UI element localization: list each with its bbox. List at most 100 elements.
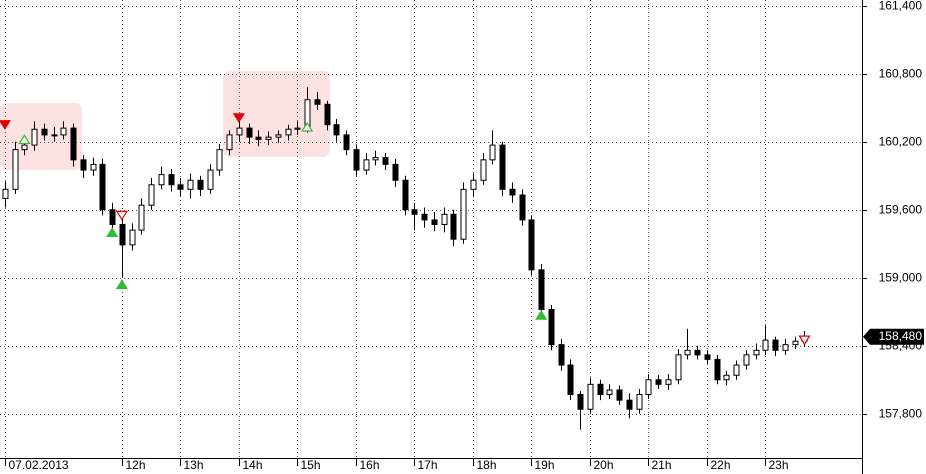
candle-body (41, 128, 48, 136)
candle-body (314, 99, 321, 105)
candle-body (324, 103, 331, 126)
x-tick-label: 20h (594, 458, 614, 472)
candle-body (499, 144, 506, 190)
candle-body (21, 144, 28, 151)
candle-body (470, 179, 477, 190)
candle-body (158, 174, 165, 186)
candle-body (187, 179, 194, 190)
x-tick-label: 22h (711, 458, 731, 472)
candle-body (704, 354, 711, 360)
x-tick-label: 12h (126, 458, 146, 472)
candle-body (558, 344, 565, 366)
candle-body (431, 219, 438, 225)
candle-body (460, 188, 467, 240)
candle-body (265, 136, 272, 140)
signal-marker (106, 227, 119, 238)
y-tick-label: 157,800 (879, 407, 923, 421)
candle-body (782, 344, 789, 351)
candle-body (645, 379, 652, 396)
candle-body (792, 340, 799, 346)
candle-body (392, 163, 399, 181)
candle-body (138, 204, 145, 231)
last-price-box (863, 328, 924, 345)
signal-marker (535, 310, 548, 320)
candle-body (772, 339, 779, 351)
y-tick-label: 159,600 (879, 203, 923, 217)
candle-body (129, 229, 136, 246)
candle-body (363, 159, 370, 171)
candle-body (636, 394, 643, 410)
candle-body (197, 179, 204, 190)
y-tick-label: 161,400 (879, 0, 923, 13)
candle-body (587, 383, 594, 410)
candle-body (51, 134, 58, 137)
candle-body (226, 134, 233, 151)
candle-body (684, 349, 691, 356)
x-tick-label: 18h (477, 458, 497, 472)
signal-marker (232, 113, 245, 124)
x-tick-label: 15h (301, 458, 321, 472)
x-tick-label: 23h (769, 458, 789, 472)
candle-body (148, 184, 155, 206)
candle-body (480, 159, 487, 181)
candle-body (236, 127, 243, 136)
signal-marker (0, 120, 11, 130)
candle-body (353, 149, 360, 171)
candle-body (372, 157, 379, 161)
signal-marker (798, 335, 811, 346)
candle-body (382, 157, 389, 165)
candle-body (402, 179, 409, 211)
candle-body (675, 354, 682, 381)
x-tick-label: 14h (243, 458, 263, 472)
candle-body (538, 269, 545, 310)
x-tick-label: 16h (360, 458, 380, 472)
y-tick-label: 160,800 (879, 67, 923, 81)
candle-body (168, 174, 175, 186)
candle-body (597, 383, 604, 396)
y-tick-label: 159,000 (879, 271, 923, 285)
candle-body (60, 127, 67, 136)
candle-body (655, 379, 662, 385)
candle-body (90, 163, 97, 171)
candle-body (80, 159, 87, 171)
candle-body (714, 358, 721, 381)
candle-body (246, 127, 253, 138)
candle-body (109, 209, 116, 225)
candle-body (411, 209, 418, 215)
candle-body (626, 399, 633, 410)
candle-body (548, 308, 555, 346)
candle-body (762, 339, 769, 351)
candle-body (216, 149, 223, 171)
candle-body (528, 219, 535, 271)
candle-body (733, 364, 740, 376)
candle-body (70, 127, 77, 161)
x-tick-label: 19h (535, 458, 555, 472)
highlight-zone (0, 103, 82, 170)
candle-body (743, 354, 750, 366)
signal-marker (18, 134, 31, 145)
x-tick-label: 07.02.2013 (9, 458, 69, 472)
candle-body (285, 128, 292, 136)
y-tick-label: 160,200 (879, 135, 923, 149)
candle-body (723, 374, 730, 381)
candle-body (12, 149, 19, 190)
candle-body (489, 144, 496, 161)
candle-body (99, 163, 106, 211)
candle-body (177, 184, 184, 190)
candle-body (509, 188, 516, 196)
candle-body (255, 136, 262, 140)
candle-body (665, 379, 672, 385)
candle-body (694, 349, 701, 356)
candle-body (119, 223, 126, 246)
candle-body (275, 134, 282, 138)
signal-marker (115, 279, 128, 290)
x-tick-label: 17h (418, 458, 438, 472)
last-price-label: 158,480 (879, 329, 923, 343)
signal-marker (301, 121, 314, 132)
candle-body (606, 389, 613, 396)
candle-body (333, 124, 340, 136)
candle-body (519, 194, 526, 221)
candle-body (294, 127, 301, 130)
candle-body (450, 213, 457, 240)
